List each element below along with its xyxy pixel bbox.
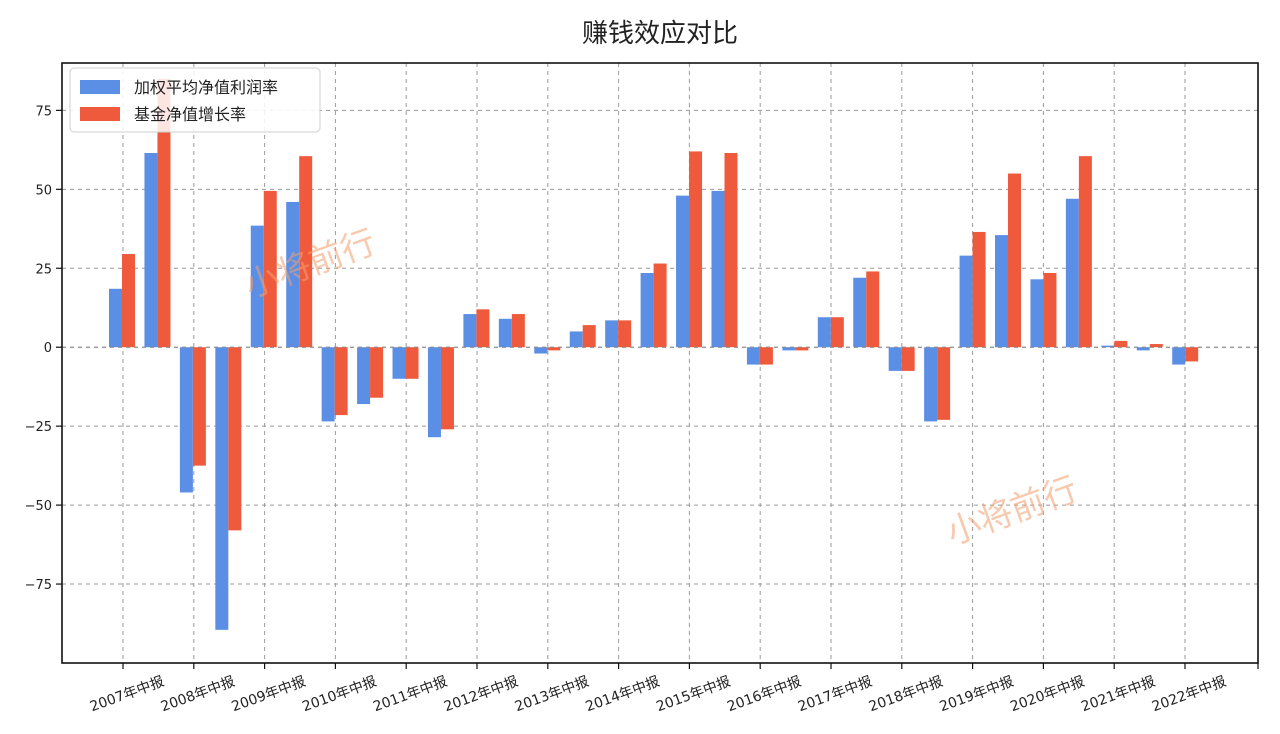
bar-fund-nav-growth: [263, 190, 277, 348]
y-tick-label: 25: [35, 262, 52, 277]
bar-fund-nav-growth: [937, 347, 951, 420]
bars: [62, 78, 1258, 630]
bar-fund-nav-growth: [582, 325, 596, 348]
bar-weighted-profit-rate: [109, 288, 122, 348]
bar-fund-nav-growth: [122, 254, 135, 348]
bar-weighted-profit-rate: [250, 225, 264, 348]
bar-weighted-profit-rate: [392, 347, 406, 379]
x-tick-label: 2012年中报: [442, 674, 520, 716]
bar-weighted-profit-rate: [711, 190, 725, 348]
bar-fund-nav-growth: [157, 78, 171, 348]
bar-fund-nav-growth: [866, 271, 880, 348]
bar-weighted-profit-rate: [321, 347, 335, 422]
x-tick-label: 2017年中报: [796, 674, 874, 716]
bar-fund-nav-growth: [1185, 347, 1199, 362]
bar-fund-nav-growth: [689, 151, 703, 348]
x-tick-label: 2010年中报: [300, 674, 378, 716]
bar-weighted-profit-rate: [888, 347, 902, 371]
bar-fund-nav-growth: [192, 347, 206, 466]
bar-weighted-profit-rate: [534, 347, 548, 354]
legend-label: 基金净值增长率: [134, 105, 246, 124]
chart-title: 赚钱效应对比: [582, 19, 738, 49]
x-tick-label: 2009年中报: [230, 674, 308, 716]
y-tick-label: 75: [35, 104, 52, 119]
bar-fund-nav-growth: [299, 156, 313, 348]
bar-weighted-profit-rate: [640, 273, 654, 348]
bar-fund-nav-growth: [405, 347, 419, 379]
bar-weighted-profit-rate: [1136, 347, 1150, 351]
bar-weighted-profit-rate: [498, 318, 512, 348]
grid: [62, 63, 1258, 663]
bar-fund-nav-growth: [653, 263, 667, 348]
x-tick-label: 2016年中报: [725, 674, 803, 716]
bar-fund-nav-growth: [901, 347, 915, 371]
y-tick-label: 50: [35, 183, 52, 198]
legend-swatch: [80, 80, 120, 94]
bar-weighted-profit-rate: [853, 277, 867, 348]
bar-weighted-profit-rate: [1030, 279, 1044, 348]
x-tick-label: 2007年中报: [88, 674, 166, 716]
x-tick-label: 2019年中报: [938, 674, 1016, 716]
bar-weighted-profit-rate: [215, 347, 229, 630]
bar-fund-nav-growth: [1043, 273, 1057, 348]
bar-weighted-profit-rate: [569, 331, 583, 348]
bar-weighted-profit-rate: [463, 314, 477, 348]
x-tick-label: 2014年中报: [584, 674, 662, 716]
x-tick-label: 2011年中报: [371, 674, 449, 716]
x-tick-label: 2013年中报: [513, 674, 591, 716]
bar-weighted-profit-rate: [995, 235, 1008, 348]
bar-fund-nav-growth: [547, 347, 561, 351]
bar-fund-nav-growth: [830, 317, 844, 348]
y-tick-label: −75: [25, 578, 52, 593]
legend-swatch: [80, 107, 120, 121]
x-tick-label: 2020年中报: [1008, 674, 1086, 716]
bar-fund-nav-growth: [795, 347, 809, 351]
x-axis: 2007年中报2008年中报2009年中报2010年中报2011年中报2012年…: [88, 663, 1259, 716]
watermark-text: 小将前行: [941, 469, 1082, 553]
y-axis: 75 50 25 0 −25 −50 −75: [25, 104, 62, 593]
x-tick-label: 2015年中报: [654, 674, 732, 716]
bar-weighted-profit-rate: [605, 320, 619, 348]
bar-weighted-profit-rate: [427, 347, 441, 438]
x-tick-label: 2008年中报: [159, 674, 237, 716]
bar-weighted-profit-rate: [1172, 347, 1186, 365]
bar-fund-nav-growth: [511, 314, 525, 348]
bar-weighted-profit-rate: [817, 317, 831, 348]
bar-fund-nav-growth: [1149, 344, 1163, 348]
x-tick-label: 2018年中报: [867, 674, 945, 716]
bar-weighted-profit-rate: [782, 347, 796, 351]
bar-fund-nav-growth: [370, 347, 384, 398]
bar-fund-nav-growth: [1008, 173, 1021, 348]
bar-weighted-profit-rate: [676, 195, 690, 348]
bar-weighted-profit-rate: [357, 347, 371, 405]
bar-weighted-profit-rate: [746, 347, 760, 365]
legend-box: [69, 67, 321, 133]
bar-fund-nav-growth: [440, 347, 454, 430]
y-tick-label: −50: [25, 499, 52, 514]
bar-weighted-profit-rate: [286, 201, 300, 348]
bar-fund-nav-growth: [334, 347, 348, 416]
bar-fund-nav-growth: [724, 153, 738, 348]
bar-weighted-profit-rate: [1065, 198, 1079, 348]
x-tick-label: 2022年中报: [1150, 674, 1228, 716]
bar-weighted-profit-rate: [959, 255, 973, 348]
bar-fund-nav-growth: [759, 347, 773, 365]
bar-fund-nav-growth: [1078, 156, 1092, 348]
bar-weighted-profit-rate: [179, 347, 193, 493]
legend-label: 加权平均净值利润率: [134, 78, 278, 97]
bar-weighted-profit-rate: [924, 347, 938, 422]
bar-fund-nav-growth: [476, 309, 490, 348]
bar-fund-nav-growth: [1114, 340, 1128, 348]
bar-fund-nav-growth: [972, 231, 986, 348]
bar-fund-nav-growth: [618, 320, 632, 348]
y-tick-label: −25: [25, 420, 52, 435]
bar-weighted-profit-rate: [1101, 345, 1115, 348]
x-tick-label: 2021年中报: [1079, 674, 1157, 716]
bar-weighted-profit-rate: [144, 153, 158, 348]
bar-fund-nav-growth: [228, 347, 242, 531]
plot-frame: [61, 62, 1259, 664]
y-tick-label: 0: [44, 341, 52, 356]
